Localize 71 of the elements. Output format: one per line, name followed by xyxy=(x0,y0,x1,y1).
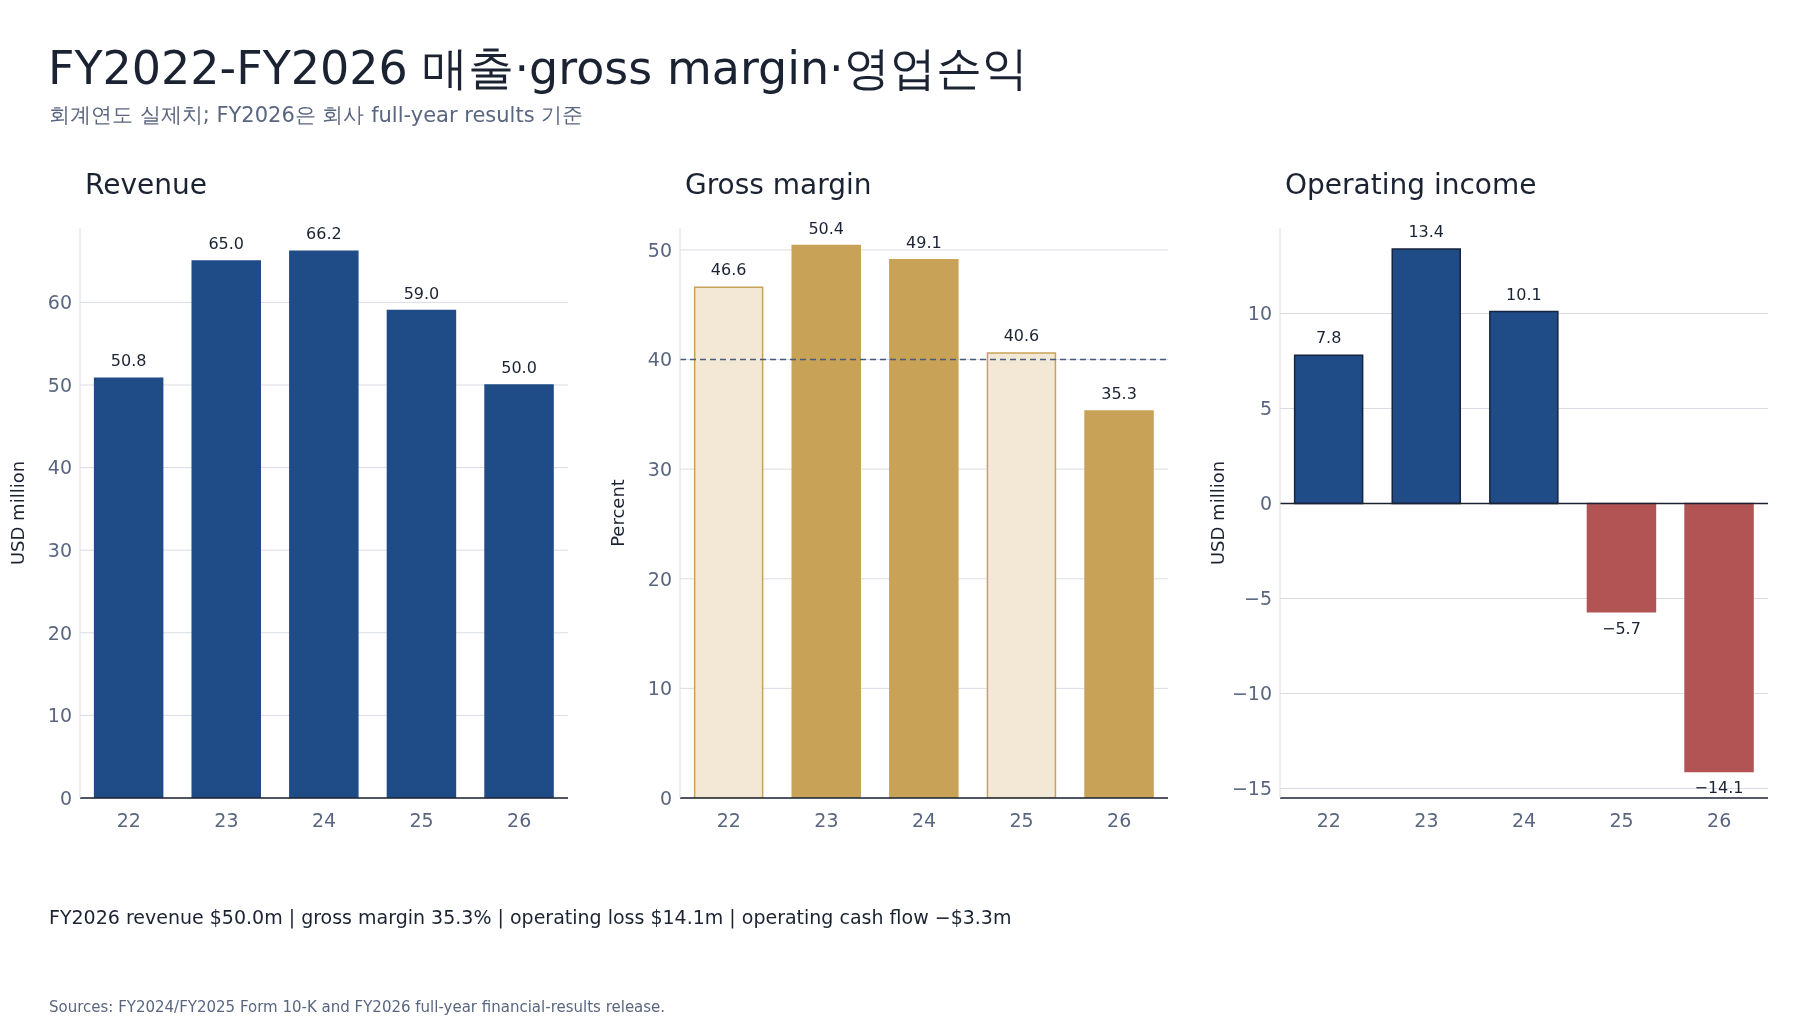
x-tick-label: 25 xyxy=(1609,809,1634,832)
text: FY2022-FY2026 매출·gross margin·영업손익 xyxy=(48,40,1028,97)
data-label: 50.8 xyxy=(110,351,147,371)
data-label: 46.6 xyxy=(710,260,747,280)
x-tick-label: 25 xyxy=(1009,809,1034,832)
data-label: 50.4 xyxy=(808,218,845,238)
x-tick-label: 23 xyxy=(1414,809,1439,832)
data-label: 40.6 xyxy=(1003,325,1040,345)
bar xyxy=(889,259,959,798)
data-label: 59.0 xyxy=(403,283,440,303)
x-tick-label: 24 xyxy=(1511,809,1537,832)
y-tick-label: 30 xyxy=(647,457,672,480)
y-axis-title: Percent xyxy=(607,479,629,547)
y-tick-label: 0 xyxy=(659,786,672,809)
x-tick-label: 22 xyxy=(716,809,741,832)
y-tick-label: 40 xyxy=(47,456,72,479)
x-tick-label: 26 xyxy=(1107,809,1132,832)
y-tick-label: 50 xyxy=(647,238,672,261)
x-tick-label: 24 xyxy=(311,809,337,832)
y-axis-title: USD million xyxy=(7,460,29,566)
y-tick-label: 0 xyxy=(59,786,72,809)
y-tick-label: 20 xyxy=(647,567,672,590)
y-tick-label: −15 xyxy=(1231,777,1272,800)
y-axis-title: USD million xyxy=(1207,460,1229,566)
chart-title: Operating income xyxy=(1285,168,1538,203)
chart-title: Revenue xyxy=(85,168,208,203)
text: 회계연도 실제치; FY2026은 회사 full-year results 기준 xyxy=(49,102,584,129)
data-label: 65.0 xyxy=(208,234,245,254)
bar xyxy=(1684,502,1754,773)
bar xyxy=(693,286,764,798)
data-label: −5.7 xyxy=(1602,618,1641,638)
bar xyxy=(791,244,861,798)
y-tick-label: 50 xyxy=(47,373,72,396)
y-tick-label: 10 xyxy=(647,677,672,700)
x-tick-label: 23 xyxy=(814,809,839,832)
data-label: 7.8 xyxy=(1315,328,1342,348)
y-tick-label: 60 xyxy=(47,291,72,314)
y-tick-label: 0 xyxy=(1259,492,1272,515)
data-label: 35.3 xyxy=(1101,384,1137,404)
y-tick-label: 40 xyxy=(647,348,672,371)
bar xyxy=(986,352,1057,798)
bar xyxy=(1586,502,1657,613)
y-tick-label: 30 xyxy=(47,538,72,561)
bar xyxy=(191,260,261,798)
data-label: 50.0 xyxy=(501,357,537,377)
y-tick-label: 10 xyxy=(47,704,72,727)
y-tick-label: 20 xyxy=(47,621,72,644)
bar xyxy=(1084,410,1154,798)
y-tick-label: −5 xyxy=(1243,587,1272,610)
text: FY2026 revenue $50.0m | gross margin 35.3% | operating loss $14.1m | operating cash flow −$3.3m xyxy=(49,906,1012,928)
x-tick-label: 22 xyxy=(1316,809,1341,832)
y-tick-label: 5 xyxy=(1259,397,1272,420)
x-tick-label: 26 xyxy=(507,809,532,832)
x-tick-label: 25 xyxy=(409,809,434,832)
bar xyxy=(386,309,457,798)
data-label: 49.1 xyxy=(906,232,942,252)
source-note: Sources: FY2024/FY2025 Form 10-K and FY2026 full-year financial-results release. xyxy=(49,998,666,1016)
bar xyxy=(289,250,359,798)
data-label: 10.1 xyxy=(1506,284,1542,304)
bar xyxy=(93,377,164,798)
data-label: 66.2 xyxy=(306,224,342,244)
data-label: 13.4 xyxy=(1408,221,1445,241)
y-tick-label: −10 xyxy=(1231,682,1272,705)
x-tick-label: 23 xyxy=(214,809,239,832)
bar xyxy=(484,384,554,798)
x-tick-label: 22 xyxy=(116,809,141,832)
chart-title: Gross margin xyxy=(685,168,873,203)
y-tick-label: 10 xyxy=(1247,302,1272,325)
data-label: −14.1 xyxy=(1694,778,1744,798)
x-tick-label: 26 xyxy=(1707,809,1732,832)
x-tick-label: 24 xyxy=(911,809,937,832)
